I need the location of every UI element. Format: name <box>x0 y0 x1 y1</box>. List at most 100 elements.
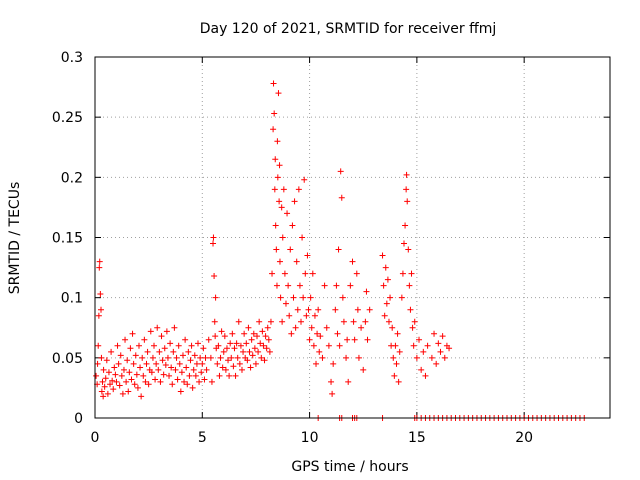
x-tick-label: 15 <box>408 430 426 446</box>
data-point <box>274 174 281 181</box>
data-point <box>271 110 278 117</box>
data-point <box>332 306 339 313</box>
data-point <box>212 294 219 301</box>
data-point <box>244 357 251 364</box>
data-point <box>358 324 365 331</box>
data-point <box>173 354 180 361</box>
data-point <box>112 371 119 378</box>
data-point <box>366 306 373 313</box>
data-point <box>105 369 112 376</box>
data-point <box>276 258 283 265</box>
data-point <box>420 348 427 355</box>
data-point <box>212 333 219 340</box>
data-point <box>293 258 300 265</box>
data-point <box>350 318 357 325</box>
data-point <box>276 198 283 205</box>
data-point <box>164 354 171 361</box>
data-point <box>305 306 312 313</box>
data-point <box>349 258 356 265</box>
data-point <box>252 360 259 367</box>
data-point <box>192 372 199 379</box>
data-point <box>279 318 286 325</box>
data-point <box>269 270 276 277</box>
data-point <box>315 306 322 313</box>
data-point <box>232 372 239 379</box>
data-point <box>177 388 184 395</box>
data-point <box>317 333 324 340</box>
data-point <box>124 357 131 364</box>
data-point <box>113 378 120 385</box>
data-point <box>205 336 212 343</box>
data-point <box>243 340 250 347</box>
data-point <box>147 328 154 335</box>
data-point <box>277 294 284 301</box>
data-point <box>98 306 105 313</box>
data-point <box>130 360 137 367</box>
data-point <box>100 366 107 373</box>
data-point <box>265 336 272 343</box>
data-point <box>159 357 166 364</box>
data-point <box>347 282 354 289</box>
data-point <box>95 342 102 349</box>
data-point <box>160 371 167 378</box>
data-point <box>176 360 183 367</box>
data-point <box>127 345 134 352</box>
data-point <box>424 342 431 349</box>
data-point <box>246 348 253 355</box>
x-tick-label: 10 <box>301 430 319 446</box>
data-point <box>152 376 159 383</box>
data-point <box>208 378 215 385</box>
data-point <box>219 364 226 371</box>
plot-frame <box>94 56 611 419</box>
data-point <box>392 342 399 349</box>
data-point <box>218 328 225 335</box>
y-tick-label: 0.2 <box>61 170 83 186</box>
data-point <box>166 372 173 379</box>
data-point <box>131 381 138 388</box>
data-point <box>339 294 346 301</box>
data-point <box>394 330 401 337</box>
data-point <box>156 348 163 355</box>
data-point <box>294 306 301 313</box>
data-point <box>140 372 147 379</box>
data-point <box>260 342 267 349</box>
data-point <box>102 375 109 382</box>
data-point <box>272 156 279 163</box>
data-point <box>151 342 158 349</box>
data-point <box>364 336 371 343</box>
data-point <box>149 354 156 361</box>
data-point <box>304 252 311 259</box>
data-point <box>314 330 321 337</box>
y-axis-label: SRMTID / TECUs <box>7 182 23 295</box>
data-point <box>186 372 193 379</box>
data-point <box>98 388 105 395</box>
data-point <box>119 390 126 397</box>
x-axis-label: GPS time / hours <box>291 459 408 475</box>
data-point <box>403 171 410 178</box>
data-point <box>249 352 256 359</box>
data-point <box>100 393 107 400</box>
data-point <box>413 354 420 361</box>
data-point <box>101 383 108 390</box>
data-point <box>190 366 197 373</box>
data-point <box>183 364 190 371</box>
data-point <box>138 393 145 400</box>
data-point <box>217 354 224 361</box>
data-point <box>135 342 142 349</box>
data-point <box>278 204 285 211</box>
data-point <box>404 198 411 205</box>
data-point <box>163 328 170 335</box>
data-point <box>418 366 425 373</box>
data-point <box>96 258 103 265</box>
data-point <box>109 377 116 384</box>
data-point <box>363 288 370 295</box>
data-point <box>275 90 282 97</box>
data-point <box>384 276 391 283</box>
data-point <box>303 312 310 319</box>
data-point <box>310 342 317 349</box>
data-point <box>174 376 181 383</box>
data-point <box>333 282 340 289</box>
data-point <box>158 333 165 340</box>
y-tick-label: 0 <box>74 411 83 427</box>
data-point <box>302 270 309 277</box>
